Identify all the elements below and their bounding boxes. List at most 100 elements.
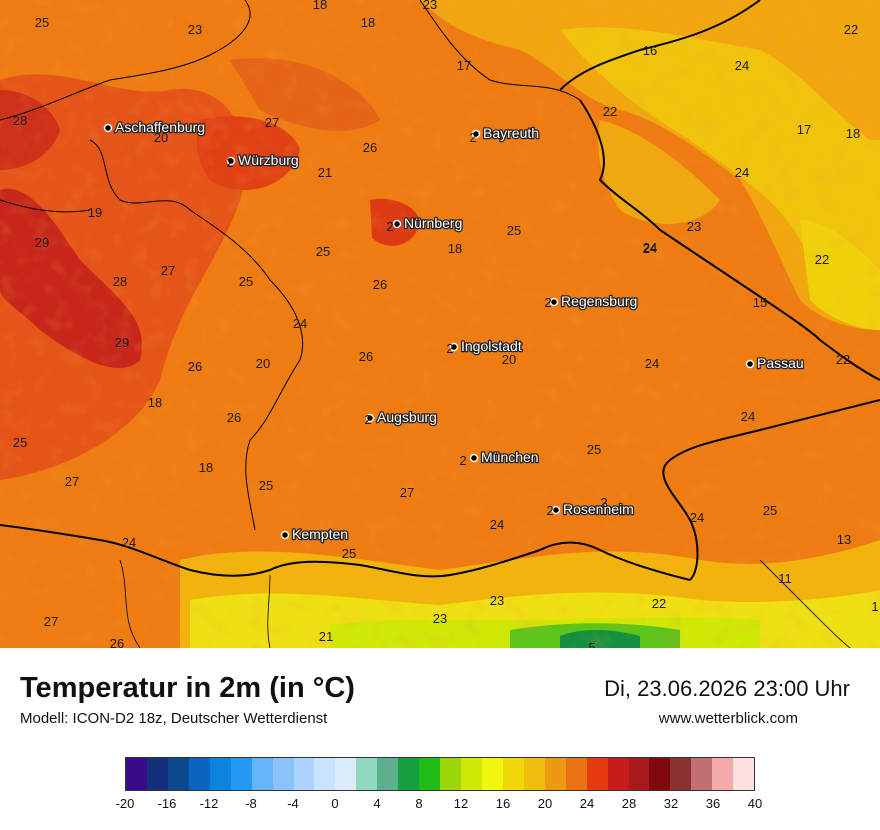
temperature-value: 25: [342, 546, 356, 561]
legend-swatch: [565, 758, 587, 790]
temperature-value: 27: [400, 485, 414, 500]
temperature-value: 24: [643, 240, 657, 255]
temperature-value: 25: [259, 478, 273, 493]
temperature-value: 5: [588, 640, 595, 648]
city-dot: [745, 359, 755, 369]
city-label: Regensburg: [561, 293, 637, 309]
temperature-value: 24: [690, 510, 704, 525]
temperature-value: 24: [122, 535, 136, 550]
city-dot: [449, 342, 459, 352]
temperature-value: 22: [844, 22, 858, 37]
temperature-value: 16: [643, 43, 657, 58]
valid-time: Di, 23.06.2026 23:00 Uhr: [604, 676, 850, 701]
legend-swatch: [628, 758, 650, 790]
temperature-value: 25: [507, 223, 521, 238]
temperature-value: 25: [239, 274, 253, 289]
website-link[interactable]: www.wetterblick.com: [658, 710, 798, 727]
legend-ticks: -20 -16 -12 -8 -4 0 4 8 12 16 20 24 28 32 36 40: [116, 796, 763, 814]
temperature-value: 22: [836, 352, 850, 367]
city-dot: [103, 123, 113, 133]
temperature-value: 27: [265, 115, 279, 130]
temperature-value: 26: [188, 359, 202, 374]
temperature-value: 25: [316, 244, 330, 259]
legend-tick-label: -16: [157, 796, 177, 811]
temperature-value: 2: [544, 295, 551, 310]
texture-overlay: [0, 0, 880, 648]
legend-swatch: [691, 758, 713, 790]
legend-swatch: [293, 758, 315, 790]
temperature-value: 27: [161, 263, 175, 278]
temperature-value: 24: [643, 241, 657, 256]
legend-swatch: [733, 758, 755, 790]
temperature-value: 24: [741, 409, 755, 424]
temperature-value: 2: [600, 495, 607, 510]
temperature-value: 29: [35, 235, 49, 250]
city-bayreuth: Bayreuth: [471, 124, 540, 142]
city-label: Bayreuth: [483, 125, 539, 141]
temperature-value: 2: [546, 503, 553, 518]
legend-swatch: [209, 758, 231, 790]
temperature-value: 19: [88, 205, 102, 220]
temperature-value: 26: [227, 410, 241, 425]
legend-swatch: [419, 758, 441, 790]
temperature-value: 17: [797, 122, 811, 137]
legend-tick-label: 0: [331, 796, 339, 811]
temperature-value: 18: [361, 15, 375, 30]
temperature-value: 2: [446, 341, 453, 356]
city-dot: [226, 156, 236, 166]
city-ingolstadt: Ingolstadt: [449, 337, 523, 355]
city-dot: [471, 129, 481, 139]
temperature-value: 26: [110, 636, 124, 648]
temperature-value: 26: [363, 140, 377, 155]
city-label: Augsburg: [377, 409, 437, 425]
state-borders: [0, 0, 581, 531]
legend-swatch: [649, 758, 671, 790]
legend-tick-label: -20: [115, 796, 135, 811]
temperature-value: 23: [423, 0, 437, 12]
legend-tick-label: -12: [199, 796, 219, 811]
legend-tick-label: 28: [621, 796, 637, 811]
temperature-value: 20: [256, 356, 270, 371]
legend-swatch: [502, 758, 524, 790]
city-aschaffenburg: Aschaffenburg: [103, 118, 206, 136]
temperature-value: 20: [154, 130, 168, 145]
city-dot: [549, 297, 559, 307]
legend-tick-label: 16: [495, 796, 511, 811]
legend-swatch: [272, 758, 294, 790]
legend-swatch: [670, 758, 692, 790]
legend-tick-label: 24: [579, 796, 595, 811]
city-label: München: [481, 449, 539, 465]
legend-tick-label: 32: [663, 796, 679, 811]
city-markers: Aschaffenburg Würzburg Bayreuth Nürnberg Reg…: [103, 118, 805, 543]
temperature-value: 26: [359, 349, 373, 364]
model-info: Modell: ICON-D2 18z, Deutscher Wetterdie…: [20, 710, 328, 727]
temperature-value: 24: [490, 517, 504, 532]
temperature-value: 24: [735, 58, 749, 73]
city-rosenheim: Rosenheim: [551, 500, 635, 518]
legend-swatch: [377, 758, 399, 790]
city-passau: Passau: [745, 354, 805, 372]
temperature-value: 2: [226, 155, 233, 170]
temperature-value: 27: [44, 614, 58, 629]
temperature-value: 22: [652, 596, 666, 611]
legend-swatch: [398, 758, 420, 790]
color-legend: [125, 757, 755, 791]
map-canvas: Aschaffenburg Würzburg Bayreuth Nürnberg Reg…: [0, 0, 880, 648]
city-nürnberg: Nürnberg: [392, 214, 464, 232]
legend-tick-label: -4: [287, 796, 299, 811]
city-label: Aschaffenburg: [115, 119, 205, 135]
city-label: Nürnberg: [404, 215, 462, 231]
temperature-value: 22: [815, 252, 829, 267]
temperature-value: 18: [448, 241, 462, 256]
city-label: Ingolstadt: [461, 338, 522, 354]
temperature-value: 21: [319, 629, 333, 644]
legend-tick-label: 4: [373, 796, 381, 811]
city-label: Würzburg: [238, 152, 299, 168]
legend-swatch: [188, 758, 210, 790]
city-dot: [280, 530, 290, 540]
temperature-value: 20: [502, 352, 516, 367]
temperature-value: 27: [65, 474, 79, 489]
legend-swatch: [126, 758, 147, 790]
legend-swatch: [314, 758, 336, 790]
